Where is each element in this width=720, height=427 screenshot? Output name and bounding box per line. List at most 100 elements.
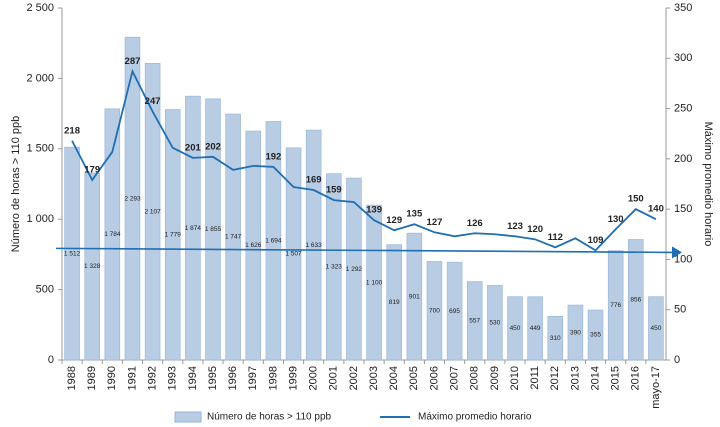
- x-tick-label: 2012: [549, 366, 561, 390]
- bar: [648, 296, 664, 361]
- x-tick-label: 2003: [368, 366, 380, 390]
- y2-tick-label: 200: [674, 153, 692, 165]
- y2-tick-label: 50: [674, 304, 686, 316]
- bar: [567, 304, 584, 361]
- x-tick-label: 2015: [610, 366, 622, 390]
- y-tick-label: 500: [36, 284, 54, 296]
- line-label: 129: [386, 215, 402, 226]
- x-tick-label: 2010: [509, 366, 521, 390]
- bar: [527, 296, 543, 361]
- bar-label: 1 512: [64, 250, 81, 257]
- x-tick-label: 2007: [449, 366, 461, 390]
- bar-label: 449: [530, 325, 541, 332]
- line-label: 179: [84, 164, 100, 175]
- bar-label: 1 784: [104, 231, 121, 238]
- bar-label: 1 855: [205, 226, 222, 233]
- x-tick-label: 1998: [267, 366, 279, 390]
- x-tick-label: 2006: [428, 366, 440, 390]
- bar-label: 901: [409, 293, 420, 300]
- bar: [628, 239, 644, 361]
- bar-label: 1 100: [366, 279, 383, 286]
- bar-label: 1 747: [225, 234, 242, 241]
- bar-label: 1 328: [84, 263, 101, 270]
- bar-label: 390: [570, 329, 581, 336]
- y-axis-title: Número de horas > 110 ppb: [10, 116, 22, 252]
- bar-label: 700: [429, 307, 440, 314]
- bar: [366, 204, 382, 361]
- y2-tick-label: 250: [674, 102, 692, 114]
- x-tick-label: 2004: [388, 366, 400, 390]
- y2-tick-label: 100: [674, 253, 692, 265]
- line-label: 140: [648, 204, 664, 215]
- bar-label: 1 292: [346, 266, 363, 273]
- y2-tick-label: 300: [674, 52, 692, 64]
- bar-label: 557: [469, 318, 480, 325]
- x-tick-label: 1988: [66, 366, 78, 390]
- bar-label: 819: [389, 299, 400, 306]
- bar-label: 1 874: [185, 225, 202, 232]
- x-tick-label: 1994: [187, 366, 199, 390]
- trend-arrow: [672, 246, 682, 259]
- y2-tick-label: 0: [674, 354, 680, 366]
- bar: [487, 285, 503, 361]
- bar: [225, 113, 241, 361]
- bar: [406, 232, 423, 361]
- bar-label: 310: [550, 335, 561, 342]
- bar: [124, 36, 141, 361]
- x-tick-label: 1989: [86, 366, 98, 390]
- y-tick-label: 2 500: [26, 2, 54, 14]
- line-label: 109: [588, 235, 604, 246]
- bar-label: 450: [651, 325, 662, 332]
- line-label: 127: [427, 217, 443, 228]
- bar: [144, 63, 161, 361]
- bar: [285, 147, 302, 361]
- line: [71, 68, 657, 252]
- x-tick-label: 2008: [469, 366, 481, 390]
- bar-label: 1 633: [306, 242, 323, 249]
- bar: [326, 173, 342, 361]
- line-label: 202: [205, 141, 221, 152]
- bar-label: 1 694: [265, 237, 282, 244]
- bar-label: 1 507: [285, 251, 302, 258]
- line-label: 139: [366, 205, 382, 216]
- x-tick-label: 2000: [308, 366, 320, 390]
- bar: [245, 130, 262, 361]
- x-tick-label: 2013: [569, 366, 581, 390]
- x-tick-label: mayo-17: [650, 366, 662, 409]
- bar-label: 695: [449, 308, 460, 315]
- x-tick-label: 2011: [529, 366, 541, 390]
- bar-label: 2 107: [144, 208, 161, 215]
- line-label: 150: [628, 194, 644, 205]
- y2-axis-title: Máximo promedio horario: [702, 122, 714, 247]
- line-label: 135: [406, 209, 423, 220]
- bar-label: 2 293: [124, 195, 141, 202]
- x-tick-label: 2002: [348, 366, 360, 390]
- y2-tick-label: 150: [674, 203, 692, 215]
- bar-label: 1 323: [326, 264, 343, 271]
- bar: [265, 121, 282, 361]
- bar: [446, 261, 463, 361]
- bar: [466, 281, 483, 361]
- bar: [185, 95, 201, 361]
- bar: [104, 108, 121, 361]
- x-tick-label: 1997: [247, 366, 259, 390]
- bar-label: 776: [610, 302, 621, 309]
- x-tick-label: 2005: [408, 366, 420, 390]
- legend-swatch: [174, 411, 202, 423]
- bar: [507, 296, 523, 361]
- bar-label: 856: [630, 296, 641, 303]
- bar-label: 450: [510, 325, 521, 332]
- x-tick-label: 2009: [489, 366, 501, 390]
- bar: [84, 172, 100, 361]
- bar: [607, 250, 624, 361]
- line-label: 169: [306, 175, 322, 186]
- x-tick-label: 1990: [106, 366, 118, 390]
- legend-label: Número de horas > 110 ppb: [207, 412, 332, 423]
- bar: [205, 98, 221, 361]
- bar: [426, 261, 443, 361]
- bar: [587, 309, 604, 361]
- x-tick-label: 1999: [287, 366, 299, 390]
- y-tick-label: 1 500: [26, 143, 54, 155]
- line-label: 126: [467, 218, 483, 229]
